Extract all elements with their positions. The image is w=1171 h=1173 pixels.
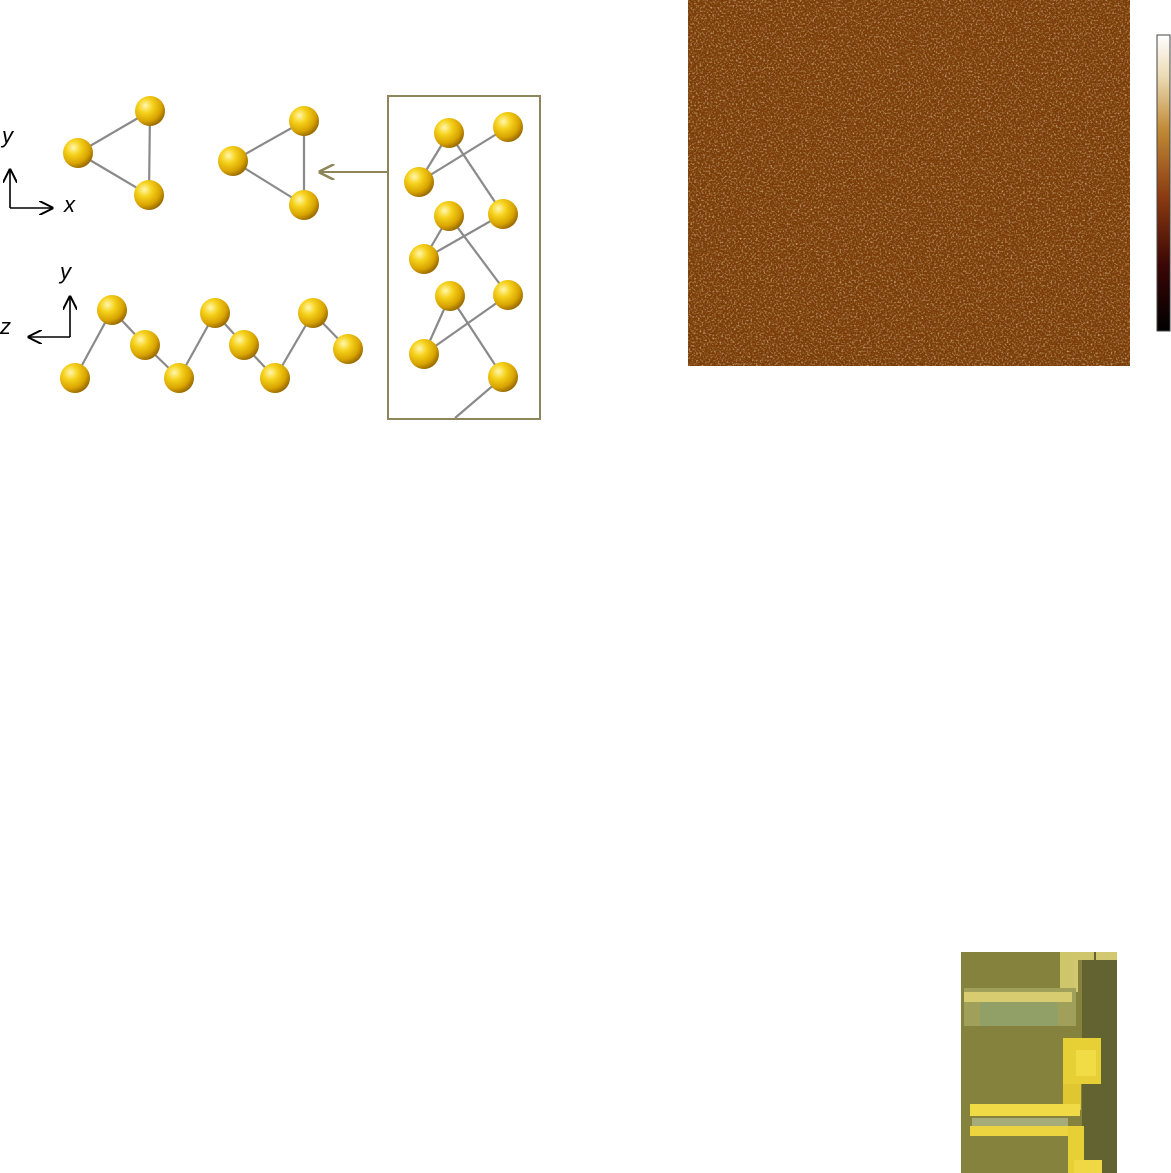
- gold-sphere-icon: [434, 118, 464, 148]
- gold-sphere-icon: [493, 112, 523, 142]
- gold-sphere-icon: [229, 330, 259, 360]
- gold-sphere-icon: [200, 298, 230, 328]
- gold-sphere-icon: [218, 146, 248, 176]
- gold-sphere-icon: [434, 201, 464, 231]
- gold-sphere-icon: [134, 180, 164, 210]
- gold-sphere-icon: [63, 138, 93, 168]
- gold-sphere-icon: [404, 167, 434, 197]
- gold-sphere-icon: [289, 190, 319, 220]
- helix-inset: [387, 95, 541, 420]
- gold-sphere-icon: [488, 362, 518, 392]
- gold-sphere-icon: [135, 96, 165, 126]
- gold-sphere-icon: [409, 244, 439, 274]
- gold-sphere-icon: [435, 281, 465, 311]
- gold-sphere-icon: [130, 330, 160, 360]
- gold-sphere-icon: [60, 363, 90, 393]
- gold-sphere-icon: [409, 339, 439, 369]
- gold-sphere-icon: [493, 280, 523, 310]
- y-axis-label: y: [58, 259, 73, 284]
- axes-xy: y x: [0, 123, 76, 217]
- gold-sphere-icon: [260, 363, 290, 393]
- colorbar: [1156, 34, 1171, 332]
- device-micrograph: [961, 952, 1117, 1173]
- triangle-molecule-2: [218, 106, 319, 220]
- afm-image: [688, 0, 1130, 366]
- z-axis-label: z: [0, 314, 11, 339]
- gold-sphere-icon: [164, 363, 194, 393]
- zigzag-chain: [60, 295, 363, 393]
- axes-zy: y z: [0, 259, 73, 339]
- x-axis-label: x: [63, 192, 76, 217]
- gold-sphere-icon: [488, 199, 518, 229]
- gold-sphere-icon: [333, 334, 363, 364]
- triangle-molecule-1: [63, 96, 165, 210]
- gold-sphere-icon: [289, 106, 319, 136]
- gold-sphere-icon: [97, 295, 127, 325]
- y-axis-label: y: [0, 123, 15, 148]
- gold-sphere-icon: [298, 298, 328, 328]
